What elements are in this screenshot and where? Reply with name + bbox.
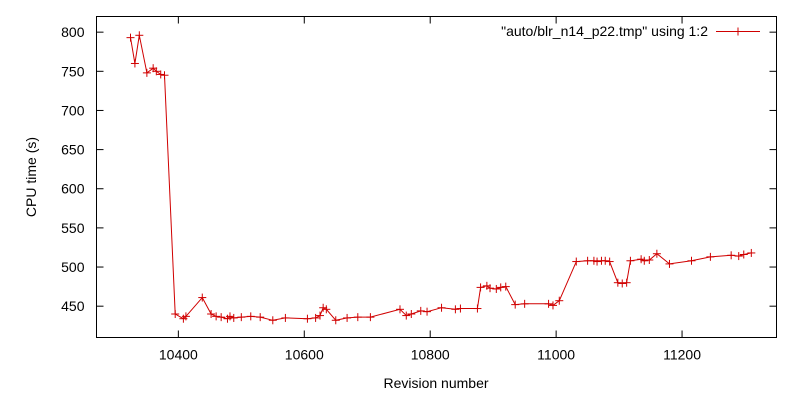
data-point [706,252,715,261]
data-point [492,284,501,293]
data-point [268,316,277,325]
data-point [626,256,635,265]
data-point [402,311,411,320]
data-point [486,284,495,293]
data-point [476,283,485,292]
data-point [727,251,736,260]
data-point [353,313,362,322]
data-point [473,304,482,313]
data-point [152,67,161,76]
y-tick-label: 700 [61,102,85,118]
data-point [423,307,432,316]
data-point [130,59,139,68]
data-point [739,250,748,259]
data-point [181,312,190,321]
data-point [311,313,320,322]
data-point [622,278,631,287]
data-point [160,71,169,80]
data-point [135,31,144,40]
data-point [456,304,465,313]
data-point [665,259,674,268]
data-point [225,312,234,321]
data-point [618,279,627,288]
x-tick-label: 10400 [159,347,198,363]
series-line [130,35,752,321]
axis-tick-labels: 10400 10600 10800 11000 11200 450 500 550 600 650… [61,24,701,362]
y-axis-title: CPU time (s) [23,137,39,217]
data-point [747,248,756,257]
data-point [316,311,325,320]
data-point-markers [126,31,756,325]
data-point [605,257,614,266]
x-tick-label: 10600 [285,347,324,363]
data-point [126,33,135,42]
data-point [142,68,151,77]
y-tick-label: 500 [61,259,85,275]
data-point [237,313,246,322]
data-point [246,312,255,321]
data-point [645,255,654,264]
axis-ticks [96,16,777,338]
data-point [343,313,352,322]
data-point [366,313,375,322]
data-point [601,256,610,265]
y-tick-label: 750 [61,63,85,79]
data-point [156,70,165,79]
data-point [331,316,340,325]
data-point [548,301,557,310]
y-tick-label: 650 [61,142,85,158]
data-point [511,300,520,309]
plot-frame [96,16,777,338]
data-point [544,299,553,308]
data-point [593,257,602,266]
data-point [395,305,404,314]
x-tick-label: 11000 [537,347,575,363]
data-point [520,299,529,308]
y-tick-label: 800 [61,24,85,40]
data-point [207,310,216,319]
data-point [652,249,661,258]
data-point [555,296,564,305]
data-point [640,256,649,265]
data-point [734,27,742,36]
data-point [171,310,180,319]
x-tick-label: 11200 [663,347,701,363]
data-point [501,282,510,291]
data-point [198,293,207,302]
data-point [229,313,238,322]
data-point [437,303,446,312]
data-point [303,314,312,323]
y-tick-label: 450 [61,298,85,314]
data-point [416,306,425,315]
data-point [256,313,265,322]
data-point [613,278,622,287]
data-point [217,313,226,322]
data-point [572,257,581,266]
data-point [322,305,331,314]
x-tick-label: 10800 [411,347,450,363]
data-point [451,305,460,314]
data-point [734,252,743,261]
y-tick-label: 550 [61,220,85,236]
data-point [687,256,696,265]
data-point [281,313,290,322]
y-tick-label: 600 [61,181,85,197]
legend-label: "auto/blr_n14_p22.tmp" using 1:2 [501,23,708,39]
x-axis-title: Revision number [383,375,488,391]
data-point [212,312,221,321]
data-point [407,310,416,319]
legend: "auto/blr_n14_p22.tmp" using 1:2 [501,23,760,39]
legend-marker [734,27,742,36]
data-point [496,283,505,292]
